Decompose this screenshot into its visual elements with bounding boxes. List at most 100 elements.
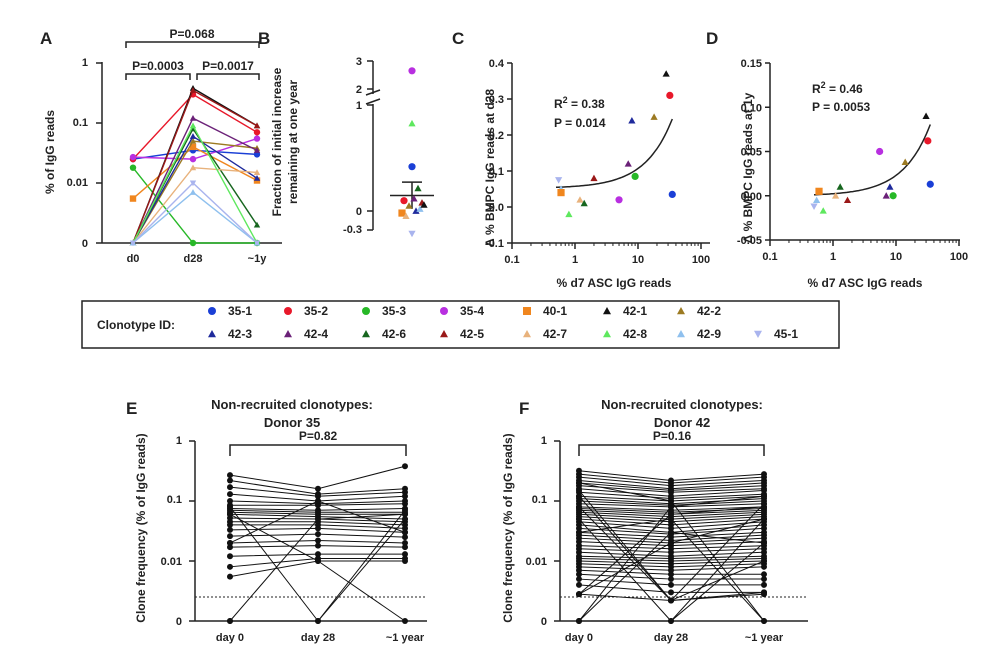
panel-d-point-42-5: [843, 196, 852, 204]
panel-a-point-42-3: [253, 175, 261, 181]
panel-a-point-42-4: [253, 147, 261, 153]
panel-f-clone-point: [761, 581, 767, 588]
panel-d-xtick-label: 0.1: [762, 251, 777, 263]
panel-f-ytick: 1: [541, 435, 547, 447]
panel-a-ytick: 1: [82, 57, 88, 69]
panel-b-ytick: 0: [356, 206, 362, 218]
panel-d: Δ % BMPC IgG reads at 1y % d7 ASC IgG re…: [737, 58, 968, 290]
panel-c-point-35-3: [631, 172, 639, 180]
panel-a-pval-d28-1y: P=0.0017: [202, 59, 254, 73]
panel-d-point-42-8: [819, 207, 827, 214]
panel-f-clone-point: [761, 591, 767, 598]
panel-e-clone-point: [315, 525, 321, 532]
panel-f-clone-point: [761, 576, 767, 583]
panel-c-ytick-label: -0.1: [485, 238, 504, 250]
panel-d-point-42-3: [886, 183, 894, 190]
panel-b-ytick: 3: [356, 56, 362, 68]
panel-e-clone-point: [402, 539, 408, 546]
panel-e-clone-point: [402, 507, 408, 514]
panel-e-clone-point: [402, 618, 408, 624]
panel-f-title-line1: Non-recruited clonotypes:: [601, 397, 763, 412]
panel-c-ytick-label: 0.2: [489, 130, 504, 142]
panel-f-clone-point: [761, 539, 767, 546]
panel-b-axis-break: [365, 89, 381, 96]
panel-e-clone-point: [227, 491, 233, 498]
panel-a-bracket-d28-1y: [196, 73, 260, 80]
panel-e-clone-point: [315, 485, 321, 492]
panel-d-ytick-label: 0.15: [741, 58, 762, 70]
panel-a-point-42-2: [189, 137, 197, 144]
panel-b-point-40-1: [398, 209, 406, 217]
panel-a-point-42-7: [253, 169, 261, 175]
panel-a-point-35-4: [129, 153, 137, 161]
panel-d-ytick-label: 0.10: [741, 102, 762, 114]
panel-label-a: A: [40, 29, 52, 48]
panel-d-point-35-4: [876, 147, 884, 156]
panel-f-clone-point: [576, 576, 582, 583]
panel-e-clone-point: [402, 529, 408, 536]
panel-e-clone-point: [315, 542, 321, 549]
panel-d-point-45-1: [810, 203, 818, 210]
panel-c-point-45-1: [555, 177, 563, 184]
panel-a-point-35-3: [189, 239, 197, 247]
panel-f-clone-point: [576, 503, 582, 510]
panel-e-title-line1: Non-recruited clonotypes:: [211, 397, 373, 412]
panel-a-point-42-5: [189, 87, 197, 93]
panel-c-point-42-2: [650, 113, 658, 120]
panel-label-d: D: [706, 29, 718, 48]
panel-a-point-35-4: [253, 135, 261, 142]
panel-e-clone-point: [227, 553, 233, 560]
legend-label-42-3: 42-3: [228, 327, 252, 341]
panel-f-clone-point: [761, 500, 767, 507]
panel-b-point-42-4: [410, 195, 418, 202]
panel-f-pval: P=0.16: [653, 429, 692, 443]
panel-e-clone-point: [227, 539, 233, 546]
legend-label-42-2: 42-2: [697, 304, 721, 318]
legend-marker-35-1: [208, 307, 216, 315]
panel-b-ylabel-line2: remaining at one year: [286, 80, 300, 204]
panel-e-clone-point: [315, 502, 321, 509]
panel-a-point-42-4: [189, 115, 197, 121]
legend-marker-42-7: [523, 330, 531, 338]
panel-e-xtick: ~1 year: [386, 632, 425, 644]
panel-e-clone-point: [402, 534, 408, 541]
panel-f-clone-point: [576, 487, 582, 494]
panel-e-clone-point: [402, 500, 408, 507]
panel-f-clone-point: [761, 571, 767, 578]
panel-d-xtick-label: 10: [890, 251, 902, 263]
panel-f-clone-point: [668, 503, 674, 510]
panel-a-line-42-9: [132, 191, 258, 244]
panel-b-point-45-1: [408, 230, 416, 238]
legend-marker-42-6: [362, 330, 370, 338]
panel-a-point-42-6: [253, 221, 261, 228]
panel-c-r2: R2 = 0.38: [554, 95, 605, 111]
legend-label-42-4: 42-4: [304, 327, 328, 341]
panel-b-ytick: 1: [356, 100, 362, 112]
panel-e-ytick: 0.1: [167, 494, 182, 506]
panel-f-ytick: 0.1: [532, 494, 547, 506]
panel-c-ytick-label: 0.0: [489, 202, 504, 214]
panel-f: Non-recruited clonotypes: Donor 42 Clone…: [501, 397, 808, 644]
panel-b-point-42-9: [416, 205, 424, 212]
legend-marker-40-1: [523, 307, 531, 315]
panel-d-point-35-2: [924, 137, 932, 145]
panel-e-ytick: 0: [176, 616, 182, 628]
legend-label-45-1: 45-1: [774, 327, 798, 341]
panel-a: % of IgG reads 1 0.1 0.01 0 d0 d28 ~1y P…: [43, 27, 282, 265]
panel-c-point-42-6: [580, 199, 588, 207]
legend-marker-42-9: [677, 330, 685, 338]
panel-e-xtick: day 0: [216, 632, 244, 644]
panel-e-clone-point: [227, 477, 233, 484]
panel-c-point-42-7: [576, 196, 584, 203]
legend-marker-35-4: [440, 307, 448, 315]
panel-e-clone-point: [402, 558, 408, 564]
panel-a-point-35-2: [253, 129, 261, 136]
panel-d-r2: R2 = 0.46: [812, 80, 863, 96]
panel-a-xtick: d0: [127, 253, 140, 265]
panel-d-point-42-7: [832, 192, 840, 199]
panel-f-clone-point: [668, 539, 674, 546]
panel-f-clone-point: [761, 558, 767, 564]
legend-marker-35-2: [284, 307, 292, 315]
panel-c-ytick-label: 0.3: [489, 94, 504, 106]
panel-c-point-42-4: [624, 160, 632, 167]
